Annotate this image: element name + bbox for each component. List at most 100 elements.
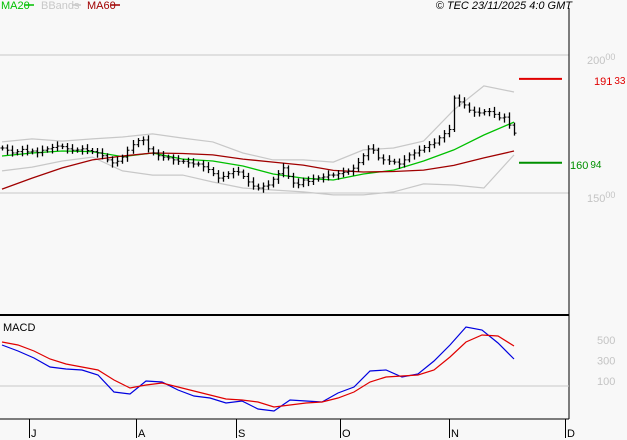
price-bar [407,152,412,163]
price-bar [231,167,236,179]
macd-title: MACD [3,322,35,334]
price-bar [151,146,156,156]
legend-ma60-label: MA60 [87,0,116,12]
price-bar [161,151,166,161]
price-bar [392,158,397,165]
price-bar [146,135,151,153]
month-label: N [451,428,459,440]
price-bar [75,147,80,153]
price-bar [447,124,452,138]
price-y-axis-labels: 20000 15000 [587,52,615,205]
month-label: D [567,428,575,440]
month-label: J [31,428,37,440]
price-tick-label: 20000 [587,52,615,67]
price-bar [65,143,70,154]
macd-signal-line [1,334,515,408]
price-bar [20,145,25,157]
price-bar [366,145,371,161]
price-bar [186,157,191,168]
price-bar [191,158,196,168]
price-bar [437,135,442,146]
price-bar [477,107,482,117]
price-bar [236,166,241,176]
macd-tick-label: 300 [597,356,615,368]
legend-bbands-label: BBands [41,0,80,12]
month-label: A [138,428,146,440]
price-bar [427,141,432,153]
macd-y-axis-labels: 500 300 100 [597,335,615,388]
price-bar [326,170,331,181]
price-bar [351,164,356,176]
price-bar [286,165,291,179]
price-bar [95,148,100,158]
price-bar [85,144,90,155]
copyright-timestamp: © TEC 23/11/2025 4:0 GMT [436,0,574,12]
price-bar [5,144,10,155]
price-bar [256,183,261,191]
price-bar [412,149,417,160]
price-bar [276,170,281,184]
price-gridlines [0,54,569,194]
price-bar [482,109,487,116]
macd-tick-label: 100 [597,376,615,388]
price-bar [30,148,35,155]
price-levels: 191 33 160 94 [519,76,626,172]
price-bar [241,169,246,179]
price-bar [402,155,407,168]
macd-lines [1,326,515,412]
price-bar [110,156,115,168]
price-bar [211,167,216,177]
price-bar [221,171,226,182]
price-bar [321,173,326,183]
price-bar [281,163,286,178]
month-label: O [342,428,351,440]
price-bar [512,122,517,136]
price-bar [507,112,512,129]
price-bar [120,154,125,164]
price-bar [206,162,211,174]
price-bar [261,182,266,193]
price-bar [125,146,130,162]
price-bar [341,167,346,178]
price-bar [136,138,141,148]
price-bar [196,161,201,167]
price-bar [376,147,381,161]
price-bar [266,180,271,190]
price-bar [45,146,50,153]
price-bar [291,172,296,188]
price-bar [502,113,507,123]
price-bar [371,144,376,154]
price-bar [462,97,467,109]
price-bar [176,155,181,165]
price-bar [457,94,462,107]
price-bar [105,153,110,163]
price-bar [80,145,85,155]
price-bar [316,175,321,182]
price-bar [115,156,120,167]
price-bar [356,157,361,172]
price-bar [60,143,65,150]
price-bar [296,178,301,189]
moving-averages [1,121,515,190]
price-bar [251,177,256,190]
price-bar [70,144,75,154]
price-bar [50,143,55,154]
price-bar [100,148,105,160]
price-bar [472,106,477,117]
macd-line [1,326,515,412]
price-bar [387,155,392,165]
bollinger-band-upper [1,85,515,163]
ma20-line [1,121,515,181]
price-bar [487,107,492,117]
price-bar [311,174,316,185]
price-bar [336,170,341,180]
price-bar [422,144,427,153]
price-bar [492,106,497,118]
price-bar [201,160,206,172]
price-bar [10,145,15,157]
bollinger-bands [1,85,515,196]
price-bar [55,141,60,152]
price-bar [35,147,40,158]
price-bar [417,145,422,157]
